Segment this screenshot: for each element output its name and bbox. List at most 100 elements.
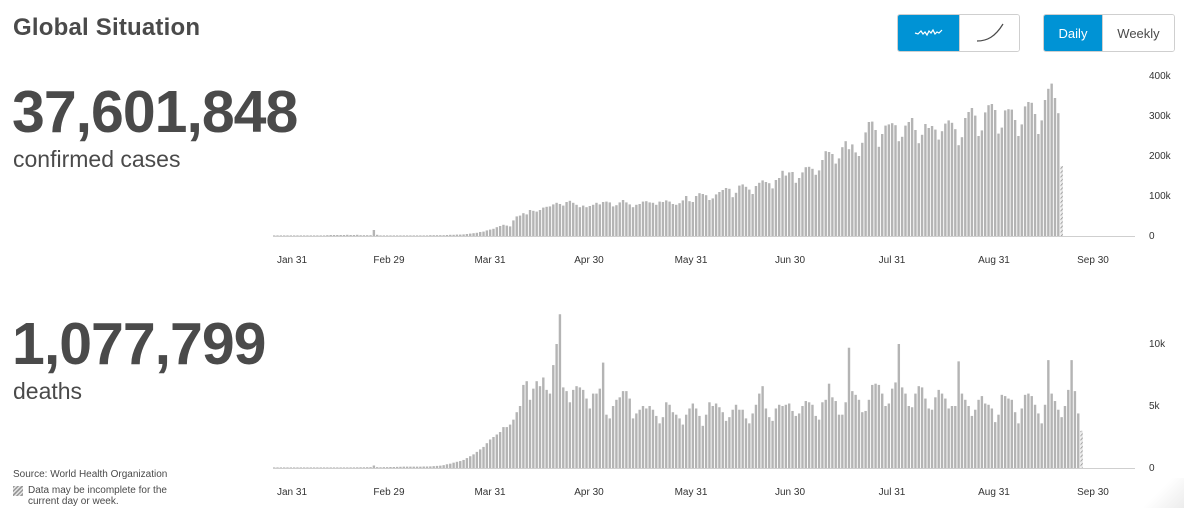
cases-bar [645,201,648,236]
cases-bar [409,235,412,236]
deaths-bar [764,408,768,468]
deaths-bar [572,389,575,468]
cases-bar [834,163,837,236]
deaths-bar [1017,423,1020,468]
deaths-bar [744,418,748,468]
cases-bar [532,210,535,236]
deaths-bar [276,467,279,468]
deaths-bar [465,458,469,468]
cases-bar [897,141,901,236]
deaths-bar [794,415,798,468]
cases-bar [731,197,734,236]
cases-bar [761,180,764,236]
cases-bar [857,156,861,236]
x-tick-label: Mar 31 [474,487,506,498]
cases-bar [1030,102,1033,236]
source-text: Source: World Health Organization [13,469,168,480]
deaths-bar [874,383,877,468]
x-tick-label: Apr 30 [574,487,604,498]
cases-bar [475,232,479,236]
deaths-bar [890,388,894,468]
cases-bar [844,141,847,236]
deaths-bar [668,404,671,468]
deaths-bar [558,314,562,468]
cases-bar [312,235,316,236]
deaths-bar [412,466,415,468]
y-tick-label: 0 [1149,231,1155,242]
deaths-bar [435,465,439,468]
deaths-bar [1060,417,1063,468]
deaths-bar [877,384,881,468]
deaths-bar [661,417,665,468]
deaths-bar [479,449,482,468]
deaths-bar [724,420,728,468]
cases-bar [741,184,744,236]
deaths-bar [821,402,824,468]
deaths-bar [648,406,651,468]
weekly-button[interactable]: Weekly [1102,15,1174,51]
cases-bar [319,235,322,236]
deaths-bar [1007,398,1010,468]
cases-bar [907,122,910,236]
cases-bar [1040,120,1043,236]
deaths-bar [1000,394,1004,468]
x-tick-label: May 31 [675,255,708,266]
deaths-label: deaths [13,378,83,404]
deaths-bar [379,467,382,468]
deaths-bar [900,387,904,468]
deaths-bar [611,406,615,468]
deaths-bar [807,402,811,468]
deaths-bar [515,412,518,468]
cases-bar [479,232,482,236]
daily-button[interactable]: Daily [1044,15,1102,51]
deaths-bar [894,382,897,468]
cases-bar [568,200,572,236]
deaths-bar [944,398,947,468]
cases-bar [688,201,691,236]
x-tick-label: May 31 [675,487,708,498]
cases-bar [974,115,977,236]
deaths-bar [326,467,329,468]
cases-bar [910,118,914,236]
cases-bar [894,125,897,236]
deaths-bar [532,388,535,468]
deaths-bar [708,402,711,468]
cases-bar [598,204,602,236]
cases-bar [548,206,552,236]
cases-bar [724,188,728,236]
deaths-bar [847,347,851,468]
cases-bar [1060,166,1063,236]
cases-bar [980,130,984,236]
deaths-bar [455,461,459,468]
deaths-bar [352,467,356,468]
deaths-bar [638,409,641,468]
deaths-bar [442,465,445,468]
deaths-bar [1037,413,1040,468]
x-tick-label: Aug 31 [978,255,1010,266]
deaths-bar [319,467,322,468]
cases-bar [661,202,665,236]
cases-bar [366,235,369,236]
daily-line-button[interactable] [898,15,959,51]
deaths-bar [419,466,422,468]
deaths-bar [415,466,419,468]
deaths-bar [522,384,525,468]
cases-bar [937,139,940,236]
deaths-bar [1053,401,1057,468]
cases-bar [452,234,455,236]
cases-bar [442,235,445,236]
cases-bar [900,136,904,236]
cases-bar [595,202,598,236]
cases-bar [575,204,578,236]
cases-bar [605,201,608,236]
deaths-bar [924,398,927,468]
deaths-bar [814,415,817,468]
cases-bar [698,193,701,236]
deaths-bar [615,399,618,468]
deaths-bar [432,466,435,468]
cases-bar [774,180,778,236]
y-tick-label: 200k [1149,151,1172,162]
cumulative-line-button[interactable] [959,15,1019,51]
deaths-bar [688,408,691,468]
cases-bar [465,234,469,236]
